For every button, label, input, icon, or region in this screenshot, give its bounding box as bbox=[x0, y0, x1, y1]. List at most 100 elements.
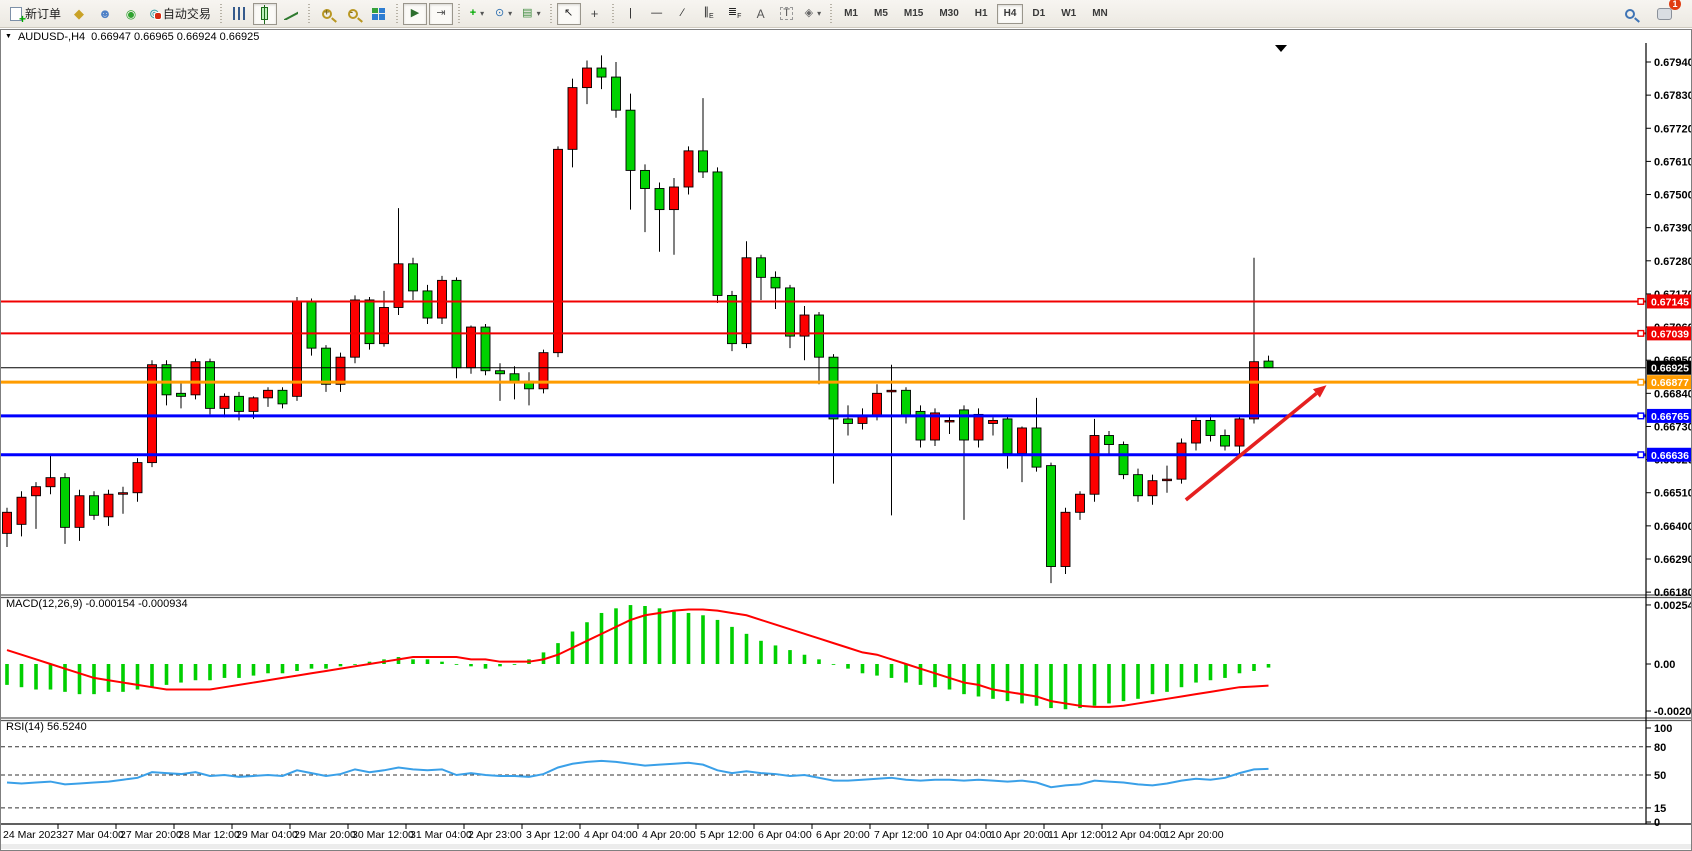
zoom-out-button[interactable]: - bbox=[341, 3, 365, 25]
line-chart-button[interactable] bbox=[279, 3, 303, 25]
gold-icon: ◆ bbox=[74, 6, 85, 21]
market-watch-button[interactable]: ◆ bbox=[67, 3, 91, 25]
svg-text:0.67720: 0.67720 bbox=[1654, 123, 1691, 135]
candlestick-icon bbox=[261, 5, 269, 24]
shapes-icon: ◈ bbox=[804, 7, 814, 19]
tile-windows-button[interactable] bbox=[367, 3, 391, 25]
timeframe-w1-button[interactable]: W1 bbox=[1061, 8, 1077, 19]
periods-button[interactable]: ⊙ ▾ bbox=[491, 3, 516, 25]
shapes-tool-button[interactable]: ◈ ▾ bbox=[801, 3, 825, 25]
svg-text:27 Mar 04:00: 27 Mar 04:00 bbox=[62, 829, 124, 841]
channel-tool-button[interactable]: ∥E bbox=[697, 3, 721, 25]
notification-badge: 1 bbox=[1669, 0, 1681, 10]
chart-shift-button[interactable]: ⇥ bbox=[428, 2, 453, 25]
zoom-in-button[interactable]: + bbox=[315, 3, 339, 25]
autotrading-label: 自动交易 bbox=[162, 7, 211, 21]
vertical-line-icon: | bbox=[629, 7, 633, 19]
svg-text:0.66180: 0.66180 bbox=[1654, 587, 1691, 599]
svg-text:100: 100 bbox=[1654, 723, 1672, 735]
chevron-down-icon: ▾ bbox=[536, 9, 541, 18]
equidistant-channel-icon: ∥E bbox=[703, 5, 714, 21]
svg-text:0.66510: 0.66510 bbox=[1654, 488, 1691, 500]
timeframe-h4-button[interactable]: H4 bbox=[996, 3, 1024, 24]
timeframe-d1-button[interactable]: D1 bbox=[1032, 8, 1046, 19]
horizontal-line-icon: — bbox=[651, 7, 663, 19]
svg-text:29 Mar 04:00: 29 Mar 04:00 bbox=[236, 829, 298, 841]
indicators-button[interactable]: + ▾ bbox=[465, 3, 489, 25]
new-order-icon bbox=[10, 6, 26, 25]
horizontal-line-tool-button[interactable]: — bbox=[645, 3, 669, 25]
vertical-line-tool-button[interactable]: | bbox=[619, 3, 643, 25]
cursor-tool-button[interactable]: ↖ bbox=[556, 2, 581, 25]
chart-symbol-title: AUDUSD-,H4 bbox=[17, 30, 86, 43]
new-order-button[interactable]: 新订单 bbox=[6, 3, 65, 25]
auto-scroll-button[interactable]: ▶ bbox=[402, 2, 427, 25]
svg-text:80: 80 bbox=[1654, 742, 1666, 754]
timeframe-m15-button[interactable]: M15 bbox=[903, 8, 924, 19]
signals-button[interactable]: ◉ bbox=[119, 3, 143, 25]
svg-text:10 Apr 20:00: 10 Apr 20:00 bbox=[990, 829, 1050, 841]
profile-button[interactable]: ☻ bbox=[93, 3, 117, 25]
toolbar-separator bbox=[219, 3, 222, 24]
toolbar-separator bbox=[549, 3, 552, 24]
crosshair-tool-button[interactable]: + bbox=[583, 3, 607, 25]
bar-chart-icon bbox=[232, 7, 245, 20]
svg-text:0.67145: 0.67145 bbox=[1651, 296, 1689, 308]
notifications-button[interactable]: 1 bbox=[1652, 0, 1681, 25]
svg-text:0.66840: 0.66840 bbox=[1654, 388, 1691, 400]
clock-icon: ⊙ bbox=[494, 7, 505, 19]
svg-text:0.66730: 0.66730 bbox=[1654, 421, 1691, 433]
chevron-down-icon: ▾ bbox=[508, 9, 513, 18]
macd-label: MACD(12,26,9) bbox=[6, 598, 83, 610]
timeframe-m1-button[interactable]: M1 bbox=[844, 8, 858, 19]
svg-text:50: 50 bbox=[1654, 770, 1666, 782]
svg-text:2 Apr 23:00: 2 Apr 23:00 bbox=[468, 829, 522, 841]
rsi-legend: RSI(14) 56.5240 bbox=[6, 721, 87, 733]
svg-text:6 Apr 20:00: 6 Apr 20:00 bbox=[816, 829, 870, 841]
svg-text:6 Apr 04:00: 6 Apr 04:00 bbox=[758, 829, 812, 841]
bar-chart-button[interactable] bbox=[227, 3, 251, 25]
text-tool-button[interactable]: A bbox=[749, 3, 773, 25]
trendline-icon: ∕ bbox=[681, 7, 684, 19]
trendline-tool-button[interactable]: ∕ bbox=[671, 3, 695, 25]
svg-text:28 Mar 12:00: 28 Mar 12:00 bbox=[178, 829, 240, 841]
candlestick-chart-button[interactable] bbox=[252, 2, 277, 25]
svg-text:0.67390: 0.67390 bbox=[1654, 223, 1691, 235]
svg-text:4 Apr 20:00: 4 Apr 20:00 bbox=[642, 829, 696, 841]
svg-text:0.67610: 0.67610 bbox=[1654, 156, 1691, 168]
timeframe-m5-button[interactable]: M5 bbox=[873, 8, 888, 19]
svg-text:11 Apr 12:00: 11 Apr 12:00 bbox=[1048, 829, 1107, 841]
svg-text:4 Apr 04:00: 4 Apr 04:00 bbox=[584, 829, 638, 841]
template-icon: ▤ bbox=[522, 7, 533, 19]
svg-text:12 Apr 04:00: 12 Apr 04:00 bbox=[1106, 829, 1166, 841]
timeframe-mn-button[interactable]: MN bbox=[1092, 8, 1108, 19]
timeframe-h1-button[interactable]: H1 bbox=[974, 8, 988, 19]
fibonacci-tool-button[interactable]: ≣F bbox=[723, 3, 747, 25]
autotrading-button[interactable]: ⊚ 自动交易 bbox=[145, 3, 215, 25]
chart-window: ▼ AUDUSD-,H4 0.66947 0.66965 0.66924 0.6… bbox=[0, 29, 1692, 851]
rsi-label: RSI(14) bbox=[6, 721, 44, 733]
search-button[interactable] bbox=[1618, 3, 1642, 25]
chart-canvas[interactable]: 0.67940 0.67830 0.67720 0.67610 0.67500 0.673… bbox=[1, 43, 1691, 849]
text-icon: A bbox=[756, 6, 765, 21]
fibonacci-icon: ≣F bbox=[727, 5, 742, 21]
toolbar-separator bbox=[307, 3, 310, 24]
zoom-in-icon: + bbox=[321, 7, 332, 19]
text-label-tool-button[interactable]: T bbox=[775, 3, 799, 25]
svg-text:0.67830: 0.67830 bbox=[1654, 90, 1691, 102]
toolbar-separator bbox=[395, 3, 398, 24]
svg-text:12 Apr 20:00: 12 Apr 20:00 bbox=[1164, 829, 1224, 841]
templates-button[interactable]: ▤ ▾ bbox=[518, 3, 544, 25]
svg-text:10 Apr 04:00: 10 Apr 04:00 bbox=[932, 829, 992, 841]
svg-text:15: 15 bbox=[1654, 803, 1666, 815]
svg-text:5 Apr 12:00: 5 Apr 12:00 bbox=[700, 829, 754, 841]
svg-text:0: 0 bbox=[1654, 817, 1660, 829]
chevron-down-icon: ▾ bbox=[480, 9, 485, 18]
timeframe-m30-button[interactable]: M30 bbox=[939, 8, 959, 19]
svg-text:0.67039: 0.67039 bbox=[1651, 328, 1689, 340]
toolbar-separator bbox=[611, 3, 614, 24]
chart-titlebar[interactable]: ▼ AUDUSD-,H4 0.66947 0.66965 0.66924 0.6… bbox=[1, 30, 1691, 43]
svg-text:0.66765: 0.66765 bbox=[1651, 411, 1689, 423]
svg-text:0.67940: 0.67940 bbox=[1654, 57, 1691, 69]
new-order-label: 新订单 bbox=[25, 7, 62, 21]
